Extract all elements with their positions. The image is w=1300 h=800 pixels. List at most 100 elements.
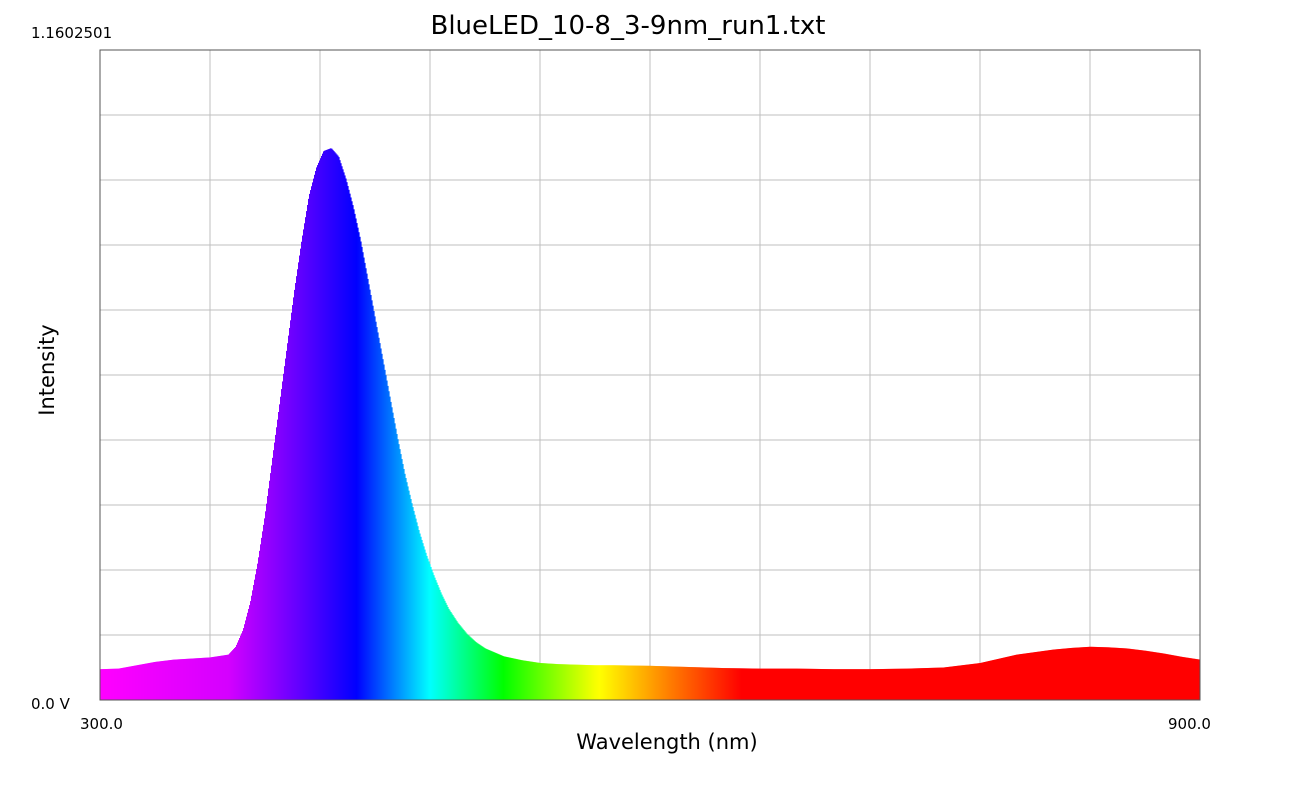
spectrum-column: [1119, 648, 1121, 700]
spectrum-column: [682, 666, 684, 700]
spectrum-column: [496, 653, 498, 700]
spectrum-column: [908, 668, 910, 700]
spectrum-column: [896, 668, 898, 700]
spectrum-column: [443, 598, 445, 700]
spectrum-column: [589, 665, 591, 700]
spectrum-column: [605, 665, 607, 700]
spectrum-column: [377, 332, 379, 700]
spectrum-column: [391, 407, 393, 700]
spectrum-column: [203, 657, 205, 700]
spectrum-column: [1082, 647, 1084, 700]
spectrum-column: [933, 667, 935, 700]
spectrum-column: [176, 659, 178, 700]
spectrum-column: [504, 656, 506, 700]
spectrum-column: [875, 669, 877, 700]
spectrum-column: [621, 665, 623, 700]
spectrum-column: [1146, 650, 1148, 700]
spectrum-column: [126, 667, 128, 700]
spectrum-column: [1154, 652, 1156, 700]
spectrum-column: [177, 659, 179, 700]
spectrum-column: [163, 660, 165, 700]
spectrum-column: [512, 658, 514, 700]
spectrum-column: [394, 423, 396, 700]
spectrum-column: [766, 668, 768, 700]
spectrum-column: [770, 668, 772, 700]
spectrum-column: [649, 665, 651, 700]
spectrum-column: [1017, 654, 1019, 700]
spectrum-column: [809, 668, 811, 700]
spectrum-column: [336, 154, 338, 700]
spectrum-column: [684, 666, 686, 700]
spectrum-column: [296, 276, 298, 700]
spectrum-column: [446, 604, 448, 700]
spectrum-column: [664, 666, 666, 700]
spectrum-column: [1056, 649, 1058, 700]
spectrum-column: [826, 669, 828, 700]
spectrum-column: [657, 666, 659, 700]
spectrum-column: [802, 668, 804, 700]
spectrum-column: [925, 668, 927, 700]
spectrum-column: [897, 668, 899, 700]
spectrum-column: [702, 667, 704, 700]
spectrum-column: [485, 648, 487, 700]
spectrum-column: [951, 666, 953, 700]
spectrum-column: [1087, 646, 1089, 700]
spectrum-column: [948, 666, 950, 700]
spectrum-column: [109, 668, 111, 700]
spectrum-column: [804, 668, 806, 700]
spectrum-column: [372, 305, 374, 700]
spectrum-column: [175, 659, 177, 700]
spectrum-column: [755, 668, 757, 700]
spectrum-column: [902, 668, 904, 700]
spectrum-column: [181, 659, 183, 700]
spectrum-column: [140, 664, 142, 700]
spectrum-column: [586, 665, 588, 700]
spectrum-column: [616, 665, 618, 700]
spectrum-column: [196, 658, 198, 700]
spectrum-column: [634, 665, 636, 700]
spectrum-column: [561, 664, 563, 700]
spectrum-column: [556, 664, 558, 700]
spectrum-column: [614, 665, 616, 700]
spectrum-column: [122, 667, 124, 700]
spectrum-column: [1027, 653, 1029, 700]
spectrum-column: [155, 661, 157, 700]
spectrum-column: [928, 667, 930, 700]
spectrum-column: [965, 664, 967, 700]
spectrum-column: [932, 667, 934, 700]
spectrum-column: [846, 669, 848, 700]
spectrum-column: [885, 668, 887, 700]
spectrum-column: [876, 669, 878, 700]
spectrum-column: [978, 663, 980, 700]
spectrum-column: [717, 667, 719, 700]
spectrum-column: [135, 665, 137, 700]
spectrum-column: [527, 661, 529, 700]
spectrum-column: [184, 658, 186, 700]
spectrum-column: [827, 669, 829, 700]
spectrum-column: [228, 654, 230, 700]
spectrum-column: [961, 665, 963, 700]
spectrum-column: [696, 667, 698, 700]
spectrum-column: [1085, 647, 1087, 700]
spectrum-column: [439, 589, 441, 700]
spectrum-column: [524, 660, 526, 700]
spectrum-column: [540, 663, 542, 700]
spectrum-column: [215, 656, 217, 700]
spectrum-column: [141, 664, 143, 700]
spectrum-column: [1195, 658, 1197, 700]
spectrum-column: [807, 668, 809, 700]
spectrum-column: [1033, 652, 1035, 700]
spectrum-column: [440, 592, 442, 700]
spectrum-column: [947, 666, 949, 700]
spectrum-column: [1060, 648, 1062, 700]
spectrum-column: [625, 665, 627, 700]
spectrum-column: [601, 665, 603, 700]
spectrum-column: [1075, 647, 1077, 700]
spectrum-column: [622, 665, 624, 700]
spectrum-column: [351, 201, 353, 700]
spectrum-column: [362, 252, 364, 700]
spectrum-column: [250, 601, 252, 700]
spectrum-column: [1175, 655, 1177, 700]
spectrum-column: [327, 149, 329, 700]
spectrum-column: [700, 667, 702, 700]
